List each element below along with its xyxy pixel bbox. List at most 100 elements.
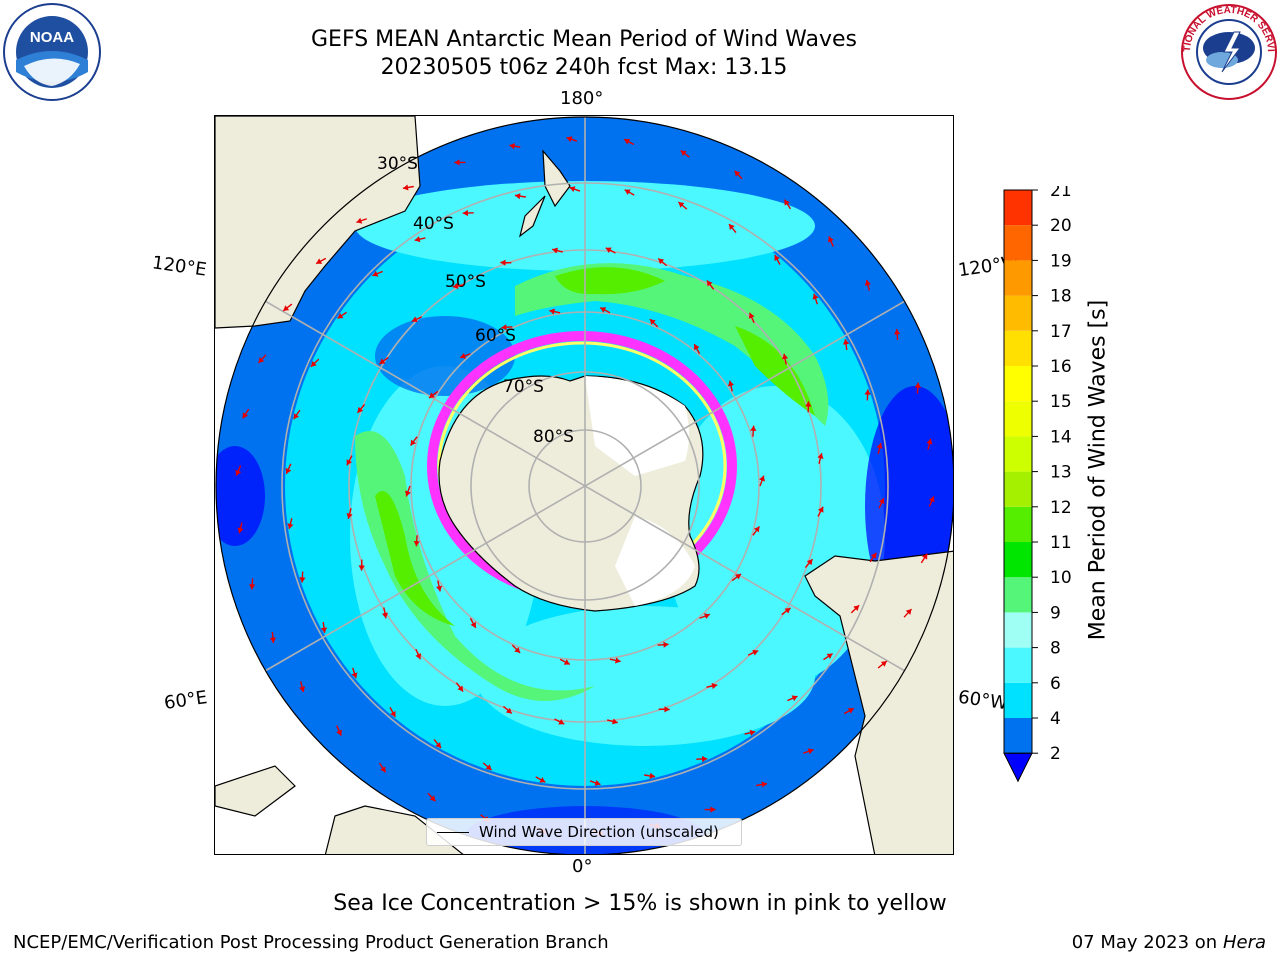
- wave-direction-arrowhead: [346, 513, 353, 519]
- wave-direction-arrowhead: [864, 279, 871, 286]
- wave-direction-arrowhead: [615, 657, 621, 664]
- colorbar-tick-label: 13: [1050, 463, 1072, 483]
- wave-direction-arrowhead: [828, 236, 834, 243]
- colorbar-tick-label: 15: [1050, 392, 1072, 412]
- wave-direction-arrowhead: [817, 453, 824, 459]
- lon-label-60e: 60°E: [162, 687, 209, 714]
- wave-direction-arrowhead: [457, 685, 464, 692]
- date-text: 07 May 2023 on: [1071, 932, 1218, 953]
- wave-direction-arrowhead: [664, 706, 670, 713]
- wave-direction-arrowhead: [612, 718, 618, 725]
- colorbar-segment: [1004, 436, 1032, 472]
- noaa-logo: NOAA: [0, 2, 104, 106]
- colorbar-tick-label: 19: [1050, 251, 1072, 271]
- wave-direction-arrowhead: [826, 653, 833, 660]
- wave-direction-arrowhead: [864, 389, 871, 395]
- wave-direction-arrowhead: [269, 637, 276, 643]
- wave-direction-arrowhead: [905, 609, 912, 615]
- wave-patch: [475, 606, 815, 746]
- colorbar-segment: [1004, 401, 1032, 437]
- wave-direction-arrowhead: [782, 353, 789, 360]
- colorbar-segment: [1004, 506, 1032, 542]
- wave-direction-arrowhead: [566, 136, 573, 143]
- colorbar-segment: [1004, 612, 1032, 648]
- wave-direction-arrowhead: [806, 559, 813, 566]
- colorbar-tick-label: 8: [1050, 639, 1061, 659]
- wave-direction-arrowhead: [462, 209, 468, 217]
- wave-direction-arrowhead: [346, 459, 353, 466]
- wave-direction-arrowhead: [563, 659, 570, 665]
- wave-direction-arrowhead: [876, 443, 883, 449]
- nws-logo: NATIONAL WEATHER SERVICE: [1174, 0, 1280, 106]
- wave-direction-arrowhead: [878, 498, 885, 505]
- wave-direction-arrowhead: [600, 307, 607, 313]
- wave-direction-arrowhead: [749, 729, 756, 736]
- colorbar-tick-label: 11: [1050, 533, 1072, 553]
- colorbar-label: Mean Period of Wind Waves [s]: [1085, 299, 1111, 641]
- wave-direction-arrowhead: [299, 686, 306, 693]
- colorbar-segment: [1004, 577, 1032, 613]
- wave-direction-arrowhead: [283, 305, 290, 311]
- wave-direction-arrowhead: [405, 490, 411, 497]
- graticule: [216, 117, 953, 854]
- chart-subtitle: 20230505 t06z 240h fcst Max: 13.15: [380, 55, 788, 80]
- wave-direction-arrowhead: [853, 605, 860, 612]
- wave-direction-arrowhead: [817, 506, 824, 513]
- land-australia: [215, 116, 421, 329]
- colorbar-tick-label: 2: [1050, 744, 1061, 764]
- colorbar-segment: [1004, 190, 1032, 226]
- high-period-band: [515, 263, 829, 426]
- lat-label-60s: 60°S: [475, 326, 516, 346]
- wave-direction-arrowhead: [485, 764, 492, 770]
- wave-direction-arrowhead: [514, 647, 521, 653]
- wave-direction-arrowhead: [750, 425, 757, 432]
- wave-direction-arrowhead: [460, 352, 467, 359]
- wave-direction-arrowhead: [380, 766, 386, 773]
- wave-direction-arrowhead: [429, 392, 435, 399]
- wave-direction-arrowhead: [452, 282, 459, 289]
- wave-direction-arrowhead: [501, 324, 507, 331]
- wave-direction-arrowhead: [914, 382, 921, 388]
- wave-direction-arrowhead: [237, 527, 244, 534]
- wave-direction-arrowhead: [734, 170, 741, 177]
- wave-direction-arrowhead: [703, 613, 710, 620]
- high-period-band: [555, 267, 665, 295]
- colorbar-tick-label: 20: [1050, 216, 1072, 236]
- wave-direction-arrowhead: [624, 138, 631, 145]
- colorbar-segment: [1004, 260, 1032, 296]
- lat-label-50s: 50°S: [445, 272, 486, 292]
- date-stamp: 07 May 2023 on Hera: [1072, 932, 1266, 953]
- colorbar-tick-label: 6: [1050, 674, 1061, 694]
- colorbar-tick-label: 9: [1050, 603, 1061, 623]
- colorbar-segment: [1004, 366, 1032, 402]
- wave-direction-arrowhead: [235, 469, 242, 476]
- colorbar-under-extension: [1003, 752, 1033, 783]
- wave-direction-arrowhead: [299, 577, 306, 583]
- lat-label-30s: 30°S: [377, 154, 418, 174]
- colorbar-segment: [1004, 647, 1032, 683]
- wave-direction-arrowhead: [784, 199, 790, 206]
- colorbar-segment: [1004, 295, 1032, 331]
- wave-direction-arrowhead: [870, 552, 877, 559]
- colorbar-segment: [1004, 718, 1032, 754]
- wave-direction-arrowhead: [774, 254, 780, 261]
- lat-label-40s: 40°S: [413, 214, 454, 234]
- legend-label: Wind Wave Direction (unscaled): [479, 823, 719, 841]
- wave-direction-arrowhead: [928, 496, 935, 503]
- colorbar-segment: [1004, 682, 1032, 718]
- wave-direction-arrowhead: [735, 573, 741, 580]
- wave-direction-arrowhead: [414, 236, 421, 243]
- wave-direction-arrowhead: [435, 742, 441, 748]
- wave-direction-arrowhead: [293, 413, 300, 420]
- ice-shelf: [585, 376, 689, 476]
- wave-direction-arrowhead: [381, 612, 388, 619]
- wave-direction-arrowhead: [411, 316, 418, 323]
- lon-label-0: 0°: [572, 856, 593, 877]
- wave-direction-arrowhead: [694, 344, 700, 351]
- colorbar-tick-label: 16: [1050, 357, 1072, 377]
- wave-direction-arrowhead: [249, 584, 256, 590]
- high-period-band: [735, 326, 815, 416]
- short-period-patch: [216, 446, 265, 546]
- wave-direction-arrowhead: [784, 607, 791, 614]
- wave-direction-arrowhead: [258, 357, 265, 363]
